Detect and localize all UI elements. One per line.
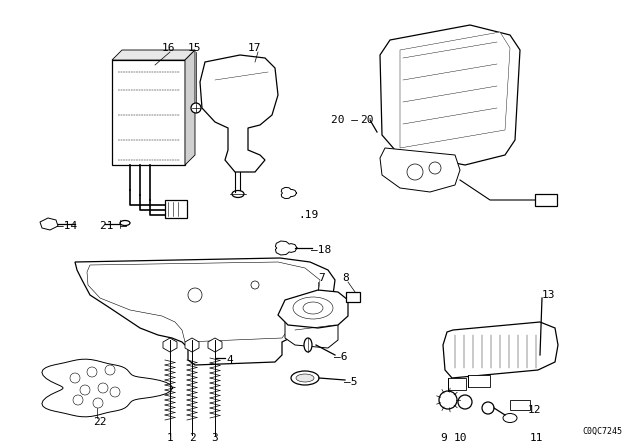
Ellipse shape bbox=[304, 338, 312, 352]
Polygon shape bbox=[112, 60, 185, 165]
Text: 17: 17 bbox=[248, 43, 262, 53]
Polygon shape bbox=[400, 32, 510, 148]
Ellipse shape bbox=[293, 297, 333, 319]
Polygon shape bbox=[278, 290, 348, 328]
Circle shape bbox=[188, 288, 202, 302]
Ellipse shape bbox=[232, 190, 244, 198]
Circle shape bbox=[80, 385, 90, 395]
Polygon shape bbox=[42, 359, 172, 417]
Text: 20: 20 bbox=[360, 115, 374, 125]
Circle shape bbox=[251, 281, 259, 289]
Text: 16: 16 bbox=[162, 43, 175, 53]
Text: C0QC7245: C0QC7245 bbox=[582, 427, 622, 436]
Circle shape bbox=[439, 391, 457, 409]
Ellipse shape bbox=[296, 374, 314, 382]
Circle shape bbox=[73, 395, 83, 405]
Text: 1: 1 bbox=[166, 433, 173, 443]
Circle shape bbox=[482, 402, 494, 414]
Text: .19: .19 bbox=[298, 210, 318, 220]
Text: 21 —: 21 — bbox=[100, 221, 127, 231]
Polygon shape bbox=[275, 241, 297, 255]
Ellipse shape bbox=[303, 302, 323, 314]
Circle shape bbox=[105, 365, 115, 375]
Ellipse shape bbox=[291, 371, 319, 385]
Text: —6: —6 bbox=[334, 352, 348, 362]
Circle shape bbox=[93, 398, 103, 408]
Text: —14: —14 bbox=[57, 221, 77, 231]
Circle shape bbox=[98, 383, 108, 393]
Text: 20 —: 20 — bbox=[331, 115, 358, 125]
Polygon shape bbox=[75, 258, 335, 365]
Text: —5: —5 bbox=[344, 377, 358, 387]
Text: —18: —18 bbox=[311, 245, 332, 255]
Bar bbox=[165, 200, 187, 218]
Polygon shape bbox=[380, 25, 520, 165]
Polygon shape bbox=[200, 55, 278, 172]
Ellipse shape bbox=[120, 220, 130, 225]
Polygon shape bbox=[185, 338, 199, 352]
Polygon shape bbox=[185, 50, 195, 165]
Circle shape bbox=[458, 395, 472, 409]
Polygon shape bbox=[112, 50, 195, 60]
Polygon shape bbox=[380, 148, 460, 192]
Ellipse shape bbox=[503, 414, 517, 422]
Circle shape bbox=[70, 373, 80, 383]
Text: 9: 9 bbox=[440, 433, 447, 443]
Text: 2: 2 bbox=[189, 433, 195, 443]
Circle shape bbox=[87, 367, 97, 377]
Bar bbox=[346, 292, 360, 302]
Circle shape bbox=[407, 164, 423, 180]
Polygon shape bbox=[40, 218, 58, 230]
Text: 15: 15 bbox=[188, 43, 202, 53]
Polygon shape bbox=[285, 310, 338, 348]
Text: 22: 22 bbox=[93, 417, 106, 427]
Text: 11: 11 bbox=[530, 433, 543, 443]
Bar bbox=[468, 375, 490, 387]
Polygon shape bbox=[443, 322, 558, 378]
Text: 8: 8 bbox=[342, 273, 349, 283]
Bar bbox=[535, 194, 557, 206]
Polygon shape bbox=[208, 338, 222, 352]
Text: 12: 12 bbox=[528, 405, 541, 415]
Text: 4: 4 bbox=[226, 355, 233, 365]
Circle shape bbox=[429, 162, 441, 174]
Bar bbox=[448, 378, 466, 390]
Text: 3: 3 bbox=[212, 433, 218, 443]
Text: 7: 7 bbox=[318, 273, 324, 283]
Polygon shape bbox=[87, 262, 320, 342]
Text: 10: 10 bbox=[454, 433, 467, 443]
Polygon shape bbox=[281, 187, 296, 198]
Bar bbox=[510, 400, 530, 410]
Polygon shape bbox=[163, 338, 177, 352]
Circle shape bbox=[110, 387, 120, 397]
Text: 13: 13 bbox=[542, 290, 556, 300]
Circle shape bbox=[191, 103, 201, 113]
